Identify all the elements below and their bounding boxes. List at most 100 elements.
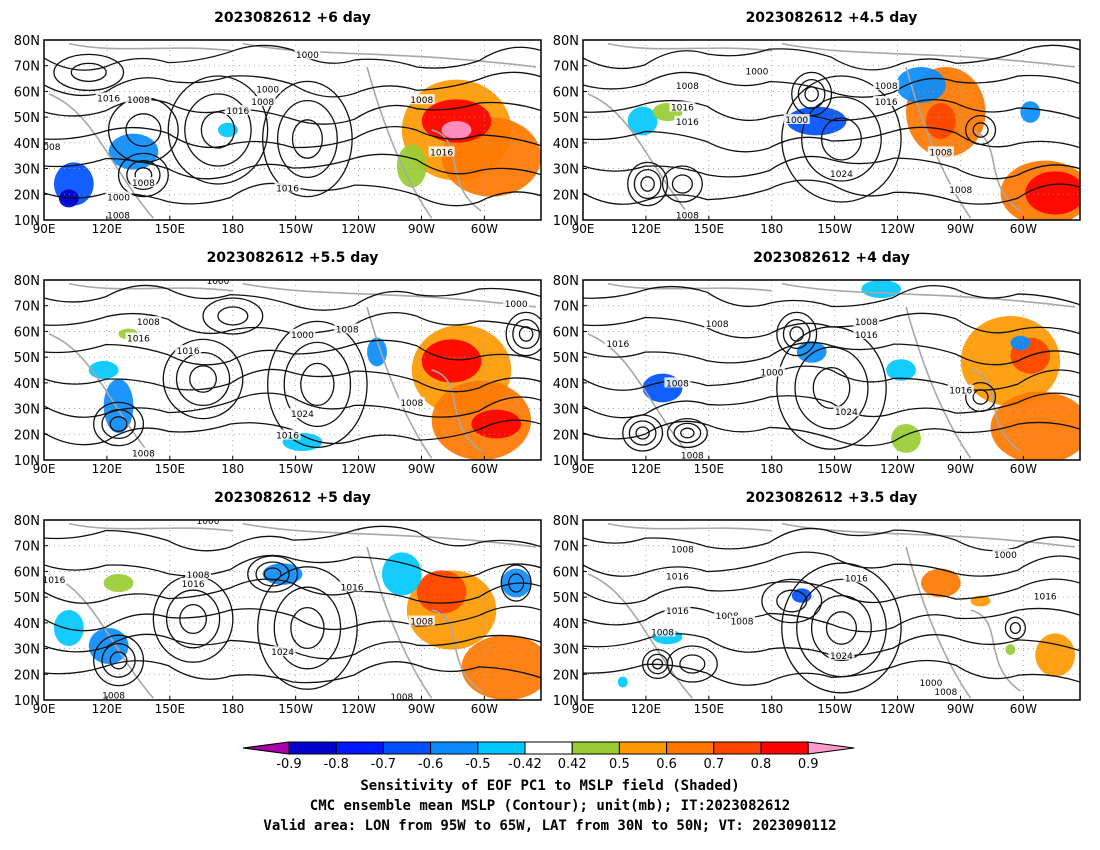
lon-tick-label: 180 xyxy=(221,462,244,476)
footer-line-3: Valid area: LON from 95W to 65W, LAT fro… xyxy=(263,818,836,834)
contour-label: 1008 xyxy=(132,450,155,460)
pressure-cell-contour xyxy=(635,426,650,440)
pressure-cell-contour xyxy=(255,561,290,587)
pressure-cell-contour xyxy=(518,326,534,342)
sensitivity-shading xyxy=(896,67,946,103)
pressure-cell-contour xyxy=(797,78,826,110)
lon-tick-label: 120W xyxy=(880,222,915,236)
lat-tick-label: 20N xyxy=(14,428,40,443)
contour-label: 1008 xyxy=(875,82,898,92)
colorbar-swatch xyxy=(713,741,762,755)
lon-tick-label: 180 xyxy=(221,222,244,236)
coastline xyxy=(242,282,537,308)
lon-tick-label: 120W xyxy=(880,462,915,476)
pressure-cell-contour xyxy=(796,578,887,678)
lon-tick-label: 120E xyxy=(631,462,662,476)
coastline xyxy=(242,42,537,68)
colorbar-arrow-high xyxy=(807,741,855,755)
isobar xyxy=(583,341,1080,366)
colorbar-label: 0.42 xyxy=(558,757,587,772)
pressure-cell-contour xyxy=(680,427,695,439)
contour-label: 1008 xyxy=(336,325,359,335)
isobar xyxy=(583,420,1080,447)
pressure-cell-contour xyxy=(290,606,325,650)
pressure-cell-contour xyxy=(666,417,708,449)
sensitivity-shading xyxy=(421,339,482,383)
coastline xyxy=(781,282,1076,308)
panel-title: 2023082612 +3.5 day xyxy=(746,490,918,506)
contour-label: 1016 xyxy=(855,331,878,341)
map-panel: 2023082612 +4 day 1008 1016 1008 1016 1000 100… xyxy=(553,250,1081,476)
pressure-cell-contour xyxy=(70,62,107,83)
contour-label: 1016 xyxy=(875,98,898,108)
pressure-cell-contour xyxy=(189,365,217,393)
map-panel: 2023082612 +5.5 day 1000 1008 1016 1016 1000 1… xyxy=(14,250,542,476)
coastline xyxy=(366,546,433,699)
colorbar-label: -0.5 xyxy=(465,757,490,772)
pressure-cell-contour xyxy=(273,586,342,670)
contour-label: 1016 xyxy=(226,107,249,117)
pressure-cell-contour xyxy=(101,408,136,440)
lon-tick-label: 120E xyxy=(92,222,123,236)
lat-tick-label: 10N xyxy=(14,694,40,709)
lat-tick-label: 60N xyxy=(553,325,579,340)
map-frame xyxy=(582,279,1081,461)
sensitivity-shading xyxy=(920,568,961,598)
lat-tick-label: 70N xyxy=(14,60,40,75)
lat-tick-label: 40N xyxy=(553,617,579,632)
lon-tick-label: 90W xyxy=(408,462,435,476)
lon-tick-label: 60W xyxy=(471,462,498,476)
contour-label: 1024 xyxy=(271,648,294,658)
contour-label: 1000 xyxy=(760,369,783,379)
sensitivity-shading xyxy=(796,341,827,363)
isobar xyxy=(583,126,1080,153)
isobar xyxy=(44,605,541,632)
contour-label: 1008 xyxy=(651,628,674,638)
lon-tick-label: 120W xyxy=(341,462,376,476)
colorbar-label: -0.8 xyxy=(324,757,349,772)
lon-tick-label: 90W xyxy=(947,702,974,716)
pressure-cell-contour xyxy=(812,366,851,410)
pressure-cell-contour xyxy=(291,119,323,159)
sensitivity-shading xyxy=(627,106,658,136)
lon-tick-label: 150E xyxy=(155,222,186,236)
map-frame xyxy=(43,519,542,701)
colorbar-swatch xyxy=(288,741,337,755)
lon-tick-label: 180 xyxy=(760,702,783,716)
isobar xyxy=(583,606,1080,633)
contour-label: 1008 xyxy=(676,82,699,92)
pressure-cell-contour xyxy=(671,174,693,194)
map-panel: 2023082612 +3.5 day100810161000100810161… xyxy=(553,490,1081,716)
pressure-cell-contour xyxy=(184,93,252,167)
colorbar-label: -0.7 xyxy=(371,757,396,772)
contour-label: 1000 xyxy=(107,193,130,203)
lat-tick-label: 80N xyxy=(553,34,579,49)
lon-tick-label: 90E xyxy=(572,702,595,716)
lat-tick-label: 40N xyxy=(14,617,40,632)
pressure-cell-contour xyxy=(202,297,264,335)
lon-tick-label: 150W xyxy=(817,222,852,236)
lon-tick-label: 90W xyxy=(408,702,435,716)
lon-tick-label: 150W xyxy=(817,702,852,716)
pressure-cell-contour xyxy=(776,311,818,357)
lat-tick-label: 30N xyxy=(14,403,40,418)
contour-label: 1008 xyxy=(390,693,413,703)
contour-label: 1008 xyxy=(102,691,125,701)
pressure-cell-contour xyxy=(125,113,162,147)
contour-label: 1016 xyxy=(276,184,299,194)
contour-label: 1008 xyxy=(716,612,739,622)
pressure-cell-contour xyxy=(1009,621,1022,635)
contour-label: 1016 xyxy=(182,580,205,590)
contour-label: 1008 xyxy=(251,98,274,108)
isobar xyxy=(583,392,1080,419)
lon-tick-label: 90W xyxy=(947,222,974,236)
contour-label: 1008 xyxy=(187,571,210,581)
isobar xyxy=(583,155,1080,180)
pressure-cell-contour xyxy=(262,80,353,198)
colorbar-swatch xyxy=(430,741,479,755)
lat-tick-label: 10N xyxy=(14,214,40,229)
coastline xyxy=(607,42,772,52)
panel-title: 2023082612 +4.5 day xyxy=(746,10,918,26)
pressure-cell-contour xyxy=(500,564,532,602)
lat-tick-label: 50N xyxy=(14,111,40,126)
